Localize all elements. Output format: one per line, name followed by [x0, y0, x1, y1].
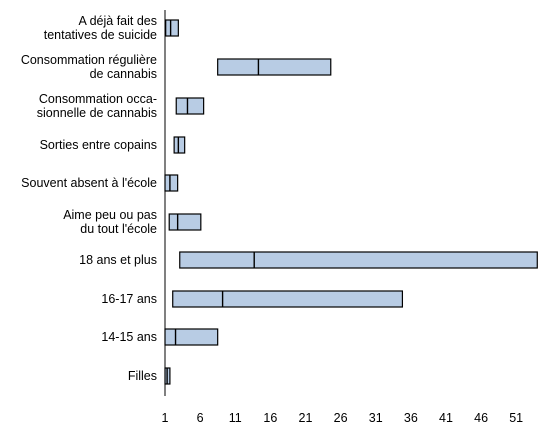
category-label: 16-17 ans — [101, 292, 157, 306]
range-bar — [172, 290, 404, 308]
range-bar — [164, 174, 179, 192]
category-label-line: Aime peu ou pas — [63, 208, 157, 222]
x-tick-label: 46 — [474, 411, 488, 425]
category-label: 18 ans et plus — [79, 253, 157, 267]
x-tick-label: 36 — [404, 411, 418, 425]
category-label-line: Sorties entre copains — [40, 138, 157, 152]
category-label: Sorties entre copains — [40, 138, 157, 152]
category-label-line: de cannabis — [90, 67, 157, 81]
range-bar — [175, 97, 205, 115]
category-label-line: Filles — [128, 369, 157, 383]
category-label-line: sionnelle de cannabis — [37, 106, 157, 120]
range-bar — [164, 328, 219, 346]
x-tick-label: 11 — [229, 411, 242, 425]
range-bar — [173, 136, 186, 154]
category-label-line: Souvent absent à l'école — [21, 176, 157, 190]
x-tick-label: 41 — [439, 411, 453, 425]
x-tick-label: 21 — [299, 411, 313, 425]
category-label: Souvent absent à l'école — [21, 176, 157, 190]
range-bar — [179, 251, 538, 269]
x-tick-label: 31 — [369, 411, 383, 425]
category-label: A déjà fait des tentatives de suicide — [44, 14, 157, 42]
category-label: 14-15 ans — [101, 330, 157, 344]
x-tick-label: 51 — [509, 411, 523, 425]
category-label-line: Consommation régulière — [21, 53, 157, 67]
category-label: Consommation régulière de cannabis — [21, 53, 157, 81]
category-label-line: A déjà fait des — [78, 14, 157, 28]
category-label: Filles — [128, 369, 157, 383]
category-label-line: 16-17 ans — [101, 292, 157, 306]
category-label-line: Consommation occa- — [39, 92, 157, 106]
range-bar — [165, 19, 179, 37]
category-label: Aime peu ou pas du tout l'école — [63, 208, 157, 236]
x-tick-label: 16 — [263, 411, 277, 425]
category-labels: A déjà fait des tentatives de suicide Cons… — [21, 14, 157, 383]
x-tick-label: 1 — [162, 411, 169, 425]
category-label-line: 18 ans et plus — [79, 253, 157, 267]
x-tick-label: 6 — [197, 411, 204, 425]
category-label-line: du tout l'école — [80, 222, 157, 236]
category-label-line: tentatives de suicide — [44, 28, 157, 42]
range-bar — [168, 213, 202, 231]
x-tick-label: 26 — [334, 411, 348, 425]
bars-layer — [164, 19, 538, 385]
category-label: Consommation occa-sionnelle de cannabis — [37, 92, 157, 120]
category-label-line: 14-15 ans — [101, 330, 157, 344]
range-bar — [217, 58, 332, 76]
axes: 1 6 11 16 21 26 31 36 41 46 51 — [162, 10, 523, 425]
